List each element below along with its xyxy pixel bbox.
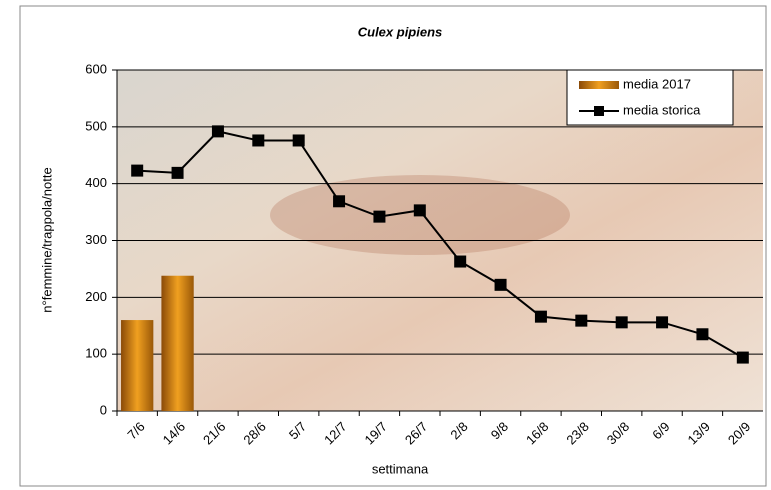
bar bbox=[121, 320, 153, 411]
legend-swatch bbox=[579, 81, 619, 89]
y-axis-label: n°femmine/trappola/notte bbox=[39, 167, 54, 312]
line-marker bbox=[656, 316, 668, 328]
line-marker bbox=[737, 352, 749, 364]
x-axis-label: settimana bbox=[372, 461, 429, 476]
chart: Culex pipiens settimana n°femmine/trappo… bbox=[0, 0, 771, 490]
y-tick-label: 300 bbox=[85, 232, 107, 247]
y-tick-label: 600 bbox=[85, 61, 107, 76]
legend-swatch bbox=[594, 106, 604, 116]
y-tick-label: 200 bbox=[85, 289, 107, 304]
line-marker bbox=[333, 195, 345, 207]
line-marker bbox=[454, 256, 466, 268]
line-marker bbox=[575, 315, 587, 327]
line-marker bbox=[172, 167, 184, 179]
y-tick-label: 0 bbox=[100, 402, 107, 417]
y-tick-label: 500 bbox=[85, 118, 107, 133]
line-marker bbox=[616, 316, 628, 328]
y-tick-label: 100 bbox=[85, 346, 107, 361]
line-marker bbox=[293, 134, 305, 146]
line-marker bbox=[212, 125, 224, 137]
line-marker bbox=[535, 311, 547, 323]
legend-label: media storica bbox=[623, 102, 701, 117]
line-marker bbox=[373, 211, 385, 223]
line-marker bbox=[131, 165, 143, 177]
legend-label: media 2017 bbox=[623, 76, 691, 91]
line-marker bbox=[495, 279, 507, 291]
bar bbox=[161, 276, 193, 411]
line-marker bbox=[696, 328, 708, 340]
line-marker bbox=[414, 204, 426, 216]
chart-title: Culex pipiens bbox=[358, 24, 443, 39]
line-marker bbox=[252, 134, 264, 146]
y-tick-label: 400 bbox=[85, 175, 107, 190]
